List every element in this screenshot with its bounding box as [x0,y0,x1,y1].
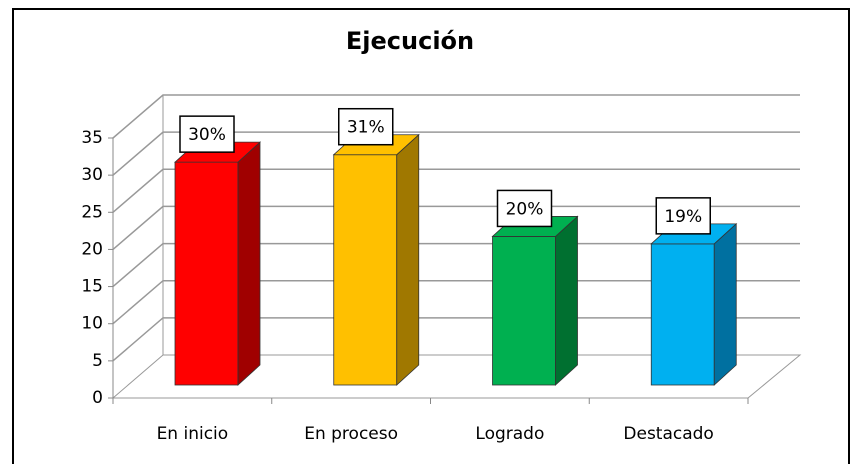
bar [650,243,715,386]
data-label: 19% [664,207,702,227]
bar-side [555,215,578,386]
y-tick-label: 5 [92,351,103,371]
grid-line [112,279,800,325]
grid-line [112,242,800,288]
data-label: 30% [188,125,226,145]
y-tick-label: 15 [81,277,103,297]
bar-side [396,133,420,386]
x-tick-label: En proceso [304,424,398,444]
data-label: 20% [506,199,544,219]
data-label-box [496,189,553,228]
grid-line [112,168,800,213]
bar [333,154,398,386]
bar [492,236,556,386]
y-tick-label: 10 [81,314,103,334]
grid-line [112,317,800,362]
frame [12,8,850,464]
y-tick-label: 0 [92,388,103,408]
data-label-box [655,197,711,235]
grid-line [112,205,800,250]
grid-line [112,94,800,139]
y-tick-label: 20 [81,239,103,259]
bar-side [713,222,737,386]
floor [111,354,802,399]
data-label: 31% [347,118,385,138]
y-tick-label: 30 [81,165,103,185]
x-tick-label: En inicio [157,424,229,444]
x-tick-label: Logrado [475,424,544,444]
grid-line [112,131,800,176]
data-label-box [179,115,235,153]
y-tick-label: 25 [81,202,103,222]
chart-title: Ejecución [346,27,474,55]
bar [174,161,239,386]
data-label-box [338,107,394,146]
x-tick-label: Destacado [623,424,713,444]
bar-side [237,141,261,386]
y-tick-label: 35 [81,128,103,148]
